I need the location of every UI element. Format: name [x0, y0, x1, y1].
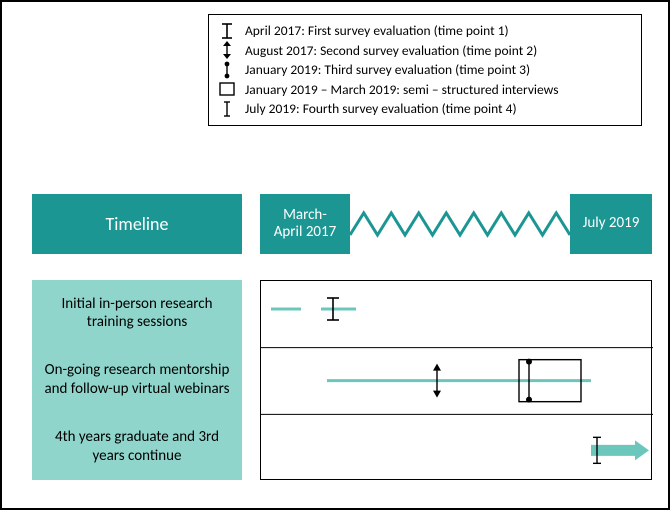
start-date-header: March- April 2017 [260, 194, 350, 254]
row-label: 4th years graduate and 3rd years continu… [32, 413, 242, 480]
legend-item: April 2017: First survey evaluation (tim… [217, 21, 631, 41]
legend-item: January 2019: Third survey evaluation (t… [217, 60, 631, 80]
legend-item: January 2019 – March 2019: semi – struct… [217, 80, 631, 100]
row-label: On-going research mentorship and follow-… [32, 347, 242, 414]
dotbar-icon [217, 61, 237, 79]
legend-text: July 2019: Fourth survey evaluation (tim… [245, 99, 517, 119]
zigzag-icon [350, 194, 570, 254]
legend-item: August 2017: Second survey evaluation (t… [217, 41, 631, 61]
row-label: Initial in-person research training sess… [32, 280, 242, 347]
legend-text: April 2017: First survey evaluation (tim… [245, 21, 509, 41]
dblarrow-icon [217, 41, 237, 59]
row-labels-panel: Initial in-person research training sess… [32, 280, 242, 480]
legend-text: August 2017: Second survey evaluation (t… [245, 41, 537, 61]
legend-text: January 2019 – March 2019: semi – struct… [245, 80, 558, 100]
legend-text: January 2019: Third survey evaluation (t… [245, 60, 530, 80]
ibeam-icon [217, 22, 237, 40]
legend-box: April 2017: First survey evaluation (tim… [208, 14, 642, 126]
timeline-panel [260, 280, 652, 480]
end-date-header: July 2019 [570, 194, 652, 254]
legend-item: July 2019: Fourth survey evaluation (tim… [217, 99, 631, 119]
rect-icon [217, 80, 237, 98]
tickbar-icon [217, 100, 237, 118]
timeline-header: Timeline [32, 194, 242, 254]
